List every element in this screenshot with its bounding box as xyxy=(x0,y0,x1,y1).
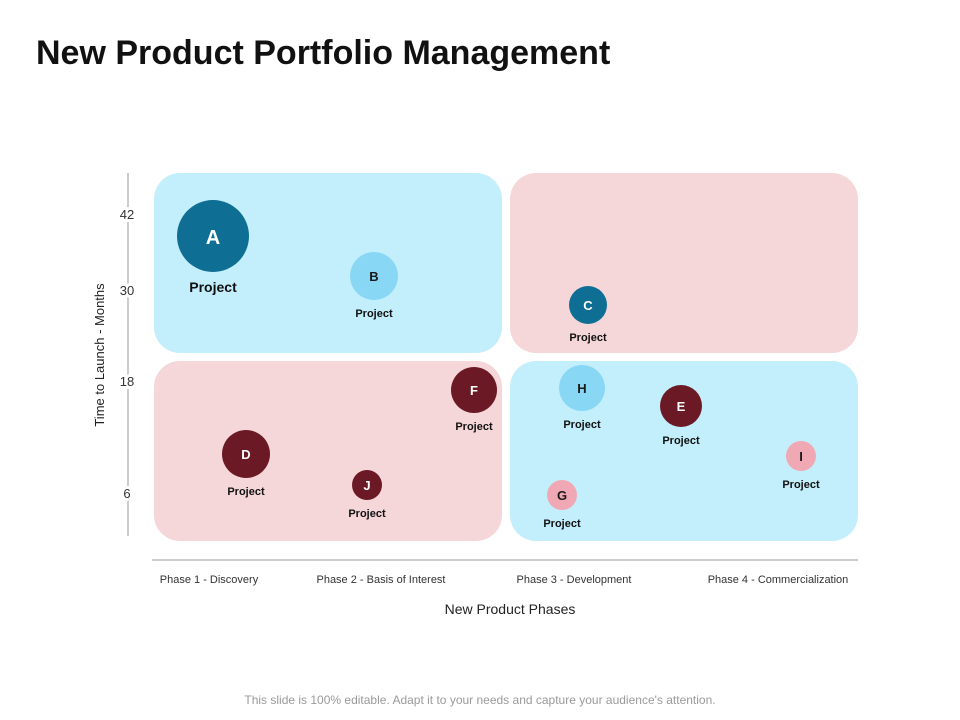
bubble-label-e: Project xyxy=(662,435,700,447)
bubble-j xyxy=(352,470,382,500)
y-axis-title: Time to Launch - Months xyxy=(92,283,107,427)
bubble-g xyxy=(547,480,577,510)
bubble-i xyxy=(786,441,816,471)
bubble-chart: 42 30 18 6 Time to Launch - Months Phase 1 - … xyxy=(92,173,858,617)
bubble-letter-f: F xyxy=(470,383,478,398)
bubble-letter-e: E xyxy=(677,399,686,414)
bubble-letter-b: B xyxy=(369,269,378,284)
x-axis-title: New Product Phases xyxy=(445,601,576,617)
bubble-letter-j: J xyxy=(363,478,370,493)
bubble-letter-i: I xyxy=(799,449,803,464)
y-tick-label: 18 xyxy=(120,374,134,389)
bubble-a xyxy=(177,200,249,272)
footer-note: This slide is 100% editable. Adapt it to… xyxy=(244,693,716,707)
bubble-letter-c: C xyxy=(583,298,593,313)
bubble-label-a: Project xyxy=(189,279,237,295)
bubble-f xyxy=(451,367,497,413)
bubble-label-j: Project xyxy=(348,508,386,520)
quadrant-bottom-right xyxy=(510,361,858,541)
bubble-letter-a: A xyxy=(206,227,220,249)
bubble-letter-h: H xyxy=(577,381,586,396)
y-tick-label: 6 xyxy=(123,486,130,501)
x-tick-label: Phase 2 - Basis of Interest xyxy=(316,574,445,586)
bubble-letter-d: D xyxy=(241,447,250,462)
x-tick-label: Phase 1 - Discovery xyxy=(160,574,259,586)
bubble-label-f: Project xyxy=(455,421,493,433)
bubble-label-h: Project xyxy=(563,419,601,431)
bubble-label-d: Project xyxy=(227,486,265,498)
quadrant-top-right xyxy=(510,173,858,353)
y-tick-label: 42 xyxy=(120,207,134,222)
bubble-e xyxy=(660,385,702,427)
bubble-label-c: Project xyxy=(569,332,607,344)
bubble-b xyxy=(350,252,398,300)
y-tick-label: 30 xyxy=(120,283,134,298)
bubble-letter-g: G xyxy=(557,488,567,503)
x-tick-label: Phase 3 - Development xyxy=(517,574,632,586)
page-title: New Product Portfolio Management xyxy=(36,34,611,72)
bubble-c xyxy=(569,286,607,324)
x-tick-label: Phase 4 - Commercialization xyxy=(708,574,849,586)
quadrant-bottom-left xyxy=(154,361,502,541)
bubble-label-g: Project xyxy=(543,518,581,530)
bubble-d xyxy=(222,430,270,478)
bubble-label-i: Project xyxy=(782,479,820,491)
bubble-h xyxy=(559,365,605,411)
bubble-label-b: Project xyxy=(355,308,393,320)
